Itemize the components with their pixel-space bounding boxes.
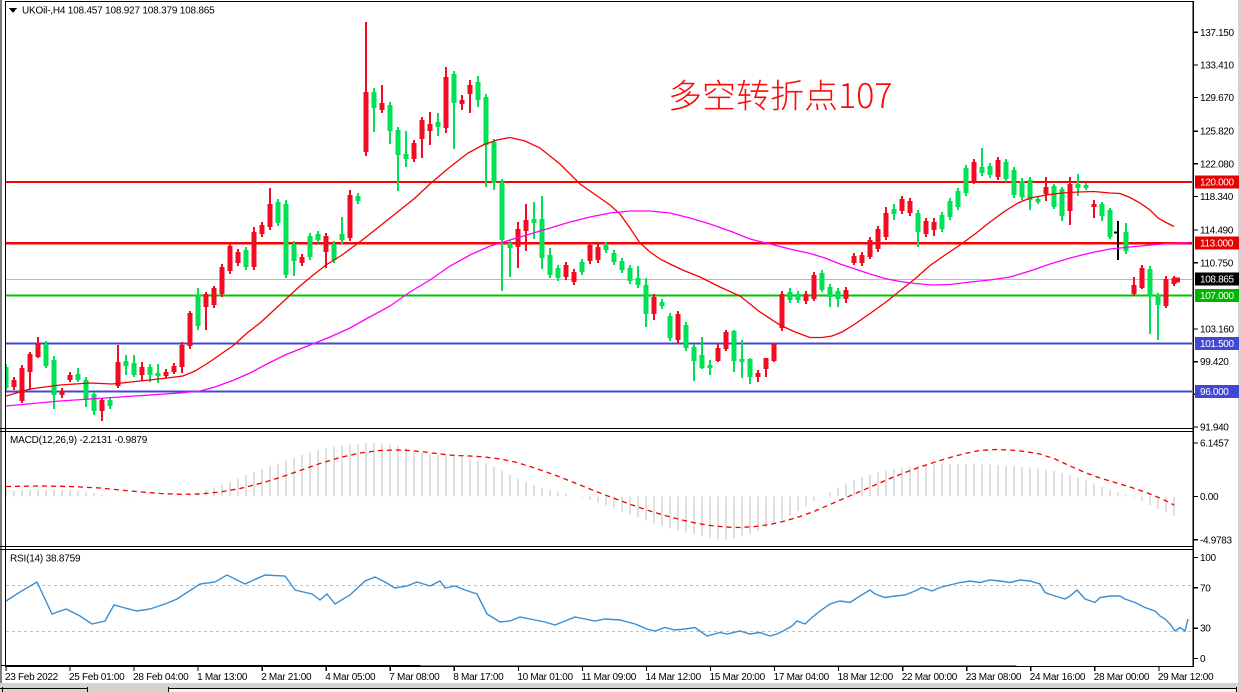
svg-text:133.410: 133.410 <box>1200 60 1234 71</box>
svg-text:2 Mar 21:00: 2 Mar 21:00 <box>261 672 312 683</box>
svg-text:10 Mar 01:00: 10 Mar 01:00 <box>517 672 573 683</box>
svg-text:22 Mar 00:00: 22 Mar 00:00 <box>902 672 958 683</box>
svg-text:108.865: 108.865 <box>1200 275 1234 286</box>
svg-text:114.490: 114.490 <box>1200 226 1234 237</box>
svg-text:125.820: 125.820 <box>1200 127 1234 138</box>
svg-text:100: 100 <box>1200 553 1217 564</box>
svg-text:4 Mar 05:00: 4 Mar 05:00 <box>325 672 376 683</box>
svg-text:99.420: 99.420 <box>1200 357 1229 368</box>
svg-text:-4.9783: -4.9783 <box>1200 535 1233 546</box>
svg-text:7 Mar 08:00: 7 Mar 08:00 <box>389 672 440 683</box>
svg-text:107.000: 107.000 <box>1200 291 1234 302</box>
svg-text:70: 70 <box>1200 583 1211 594</box>
svg-text:29 Mar 12:00: 29 Mar 12:00 <box>1158 672 1214 683</box>
svg-text:110.750: 110.750 <box>1200 258 1234 269</box>
svg-text:120.000: 120.000 <box>1200 178 1234 189</box>
svg-text:15 Mar 20:00: 15 Mar 20:00 <box>710 672 766 683</box>
svg-text:118.340: 118.340 <box>1200 192 1234 203</box>
svg-text:1 Mar 13:00: 1 Mar 13:00 <box>197 672 248 683</box>
svg-text:RSI(14) 38.8759: RSI(14) 38.8759 <box>10 554 81 565</box>
svg-text:UKOil-,H4 108.457 108.927 108: UKOil-,H4 108.457 108.927 108.379 108.86… <box>22 6 215 17</box>
svg-text:0: 0 <box>1200 654 1206 665</box>
svg-text:25 Feb 01:00: 25 Feb 01:00 <box>69 672 125 683</box>
svg-text:101.500: 101.500 <box>1200 339 1234 350</box>
svg-text:23 Mar 08:00: 23 Mar 08:00 <box>966 672 1022 683</box>
svg-text:18 Mar 12:00: 18 Mar 12:00 <box>838 672 894 683</box>
svg-text:17 Mar 04:00: 17 Mar 04:00 <box>774 672 830 683</box>
svg-text:91.940: 91.940 <box>1200 423 1229 434</box>
svg-text:30: 30 <box>1200 624 1211 635</box>
svg-text:28 Mar 00:00: 28 Mar 00:00 <box>1094 672 1150 683</box>
svg-text:11 Mar 09:00: 11 Mar 09:00 <box>581 672 636 683</box>
svg-text:6.1457: 6.1457 <box>1200 439 1230 450</box>
svg-text:28 Feb 04:00: 28 Feb 04:00 <box>133 672 189 683</box>
svg-text:MACD(12,26,9) -2.2131 -0.9879: MACD(12,26,9) -2.2131 -0.9879 <box>10 435 148 446</box>
svg-text:96.000: 96.000 <box>1200 387 1229 398</box>
svg-text:0.00: 0.00 <box>1200 492 1219 503</box>
svg-text:14 Mar 12:00: 14 Mar 12:00 <box>646 672 702 683</box>
svg-text:24 Mar 16:00: 24 Mar 16:00 <box>1030 672 1086 683</box>
svg-text:103.160: 103.160 <box>1200 325 1234 336</box>
svg-text:122.080: 122.080 <box>1200 159 1234 170</box>
svg-text:23 Feb 2022: 23 Feb 2022 <box>5 672 59 683</box>
svg-text:129.670: 129.670 <box>1200 93 1234 104</box>
svg-text:137.150: 137.150 <box>1200 28 1234 39</box>
svg-text:8 Mar 17:00: 8 Mar 17:00 <box>453 672 504 683</box>
svg-text:113.000: 113.000 <box>1200 239 1234 250</box>
